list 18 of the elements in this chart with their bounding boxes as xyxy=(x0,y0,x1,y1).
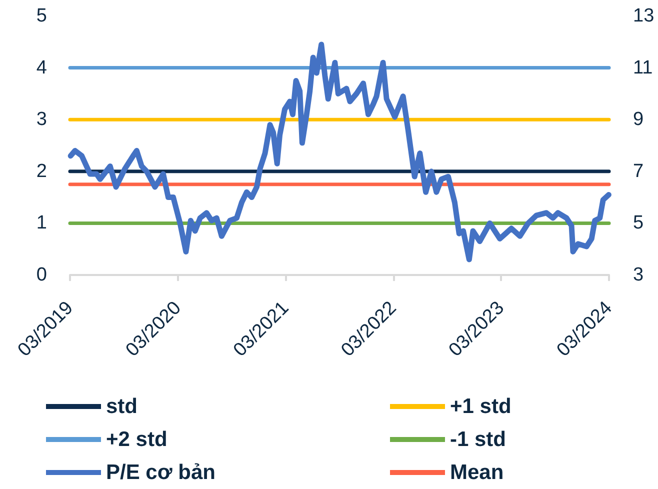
y-tick-label: 0 xyxy=(36,264,47,286)
y2-tick-label: 3 xyxy=(633,264,644,286)
legend-label: -1 std xyxy=(450,428,506,451)
legend-label: std xyxy=(106,395,138,418)
y2-tick-label: 9 xyxy=(633,109,644,130)
legend-label: +1 std xyxy=(450,395,512,418)
y2-tick-label: 13 xyxy=(633,6,654,26)
y-tick-label: 5 xyxy=(36,6,47,26)
legend-label: P/E cơ bản xyxy=(106,461,216,484)
y-tick-label: 4 xyxy=(36,57,48,78)
y2-tick-label: 5 xyxy=(633,212,644,234)
y2-tick-label: 7 xyxy=(633,160,644,182)
y-tick-label: 2 xyxy=(36,160,47,182)
legend-label: Mean xyxy=(450,461,504,484)
y-tick-label: 3 xyxy=(36,109,47,130)
legend-label: +2 std xyxy=(106,428,168,451)
y2-tick-label: 11 xyxy=(633,57,653,78)
y-tick-label: 1 xyxy=(36,212,47,234)
